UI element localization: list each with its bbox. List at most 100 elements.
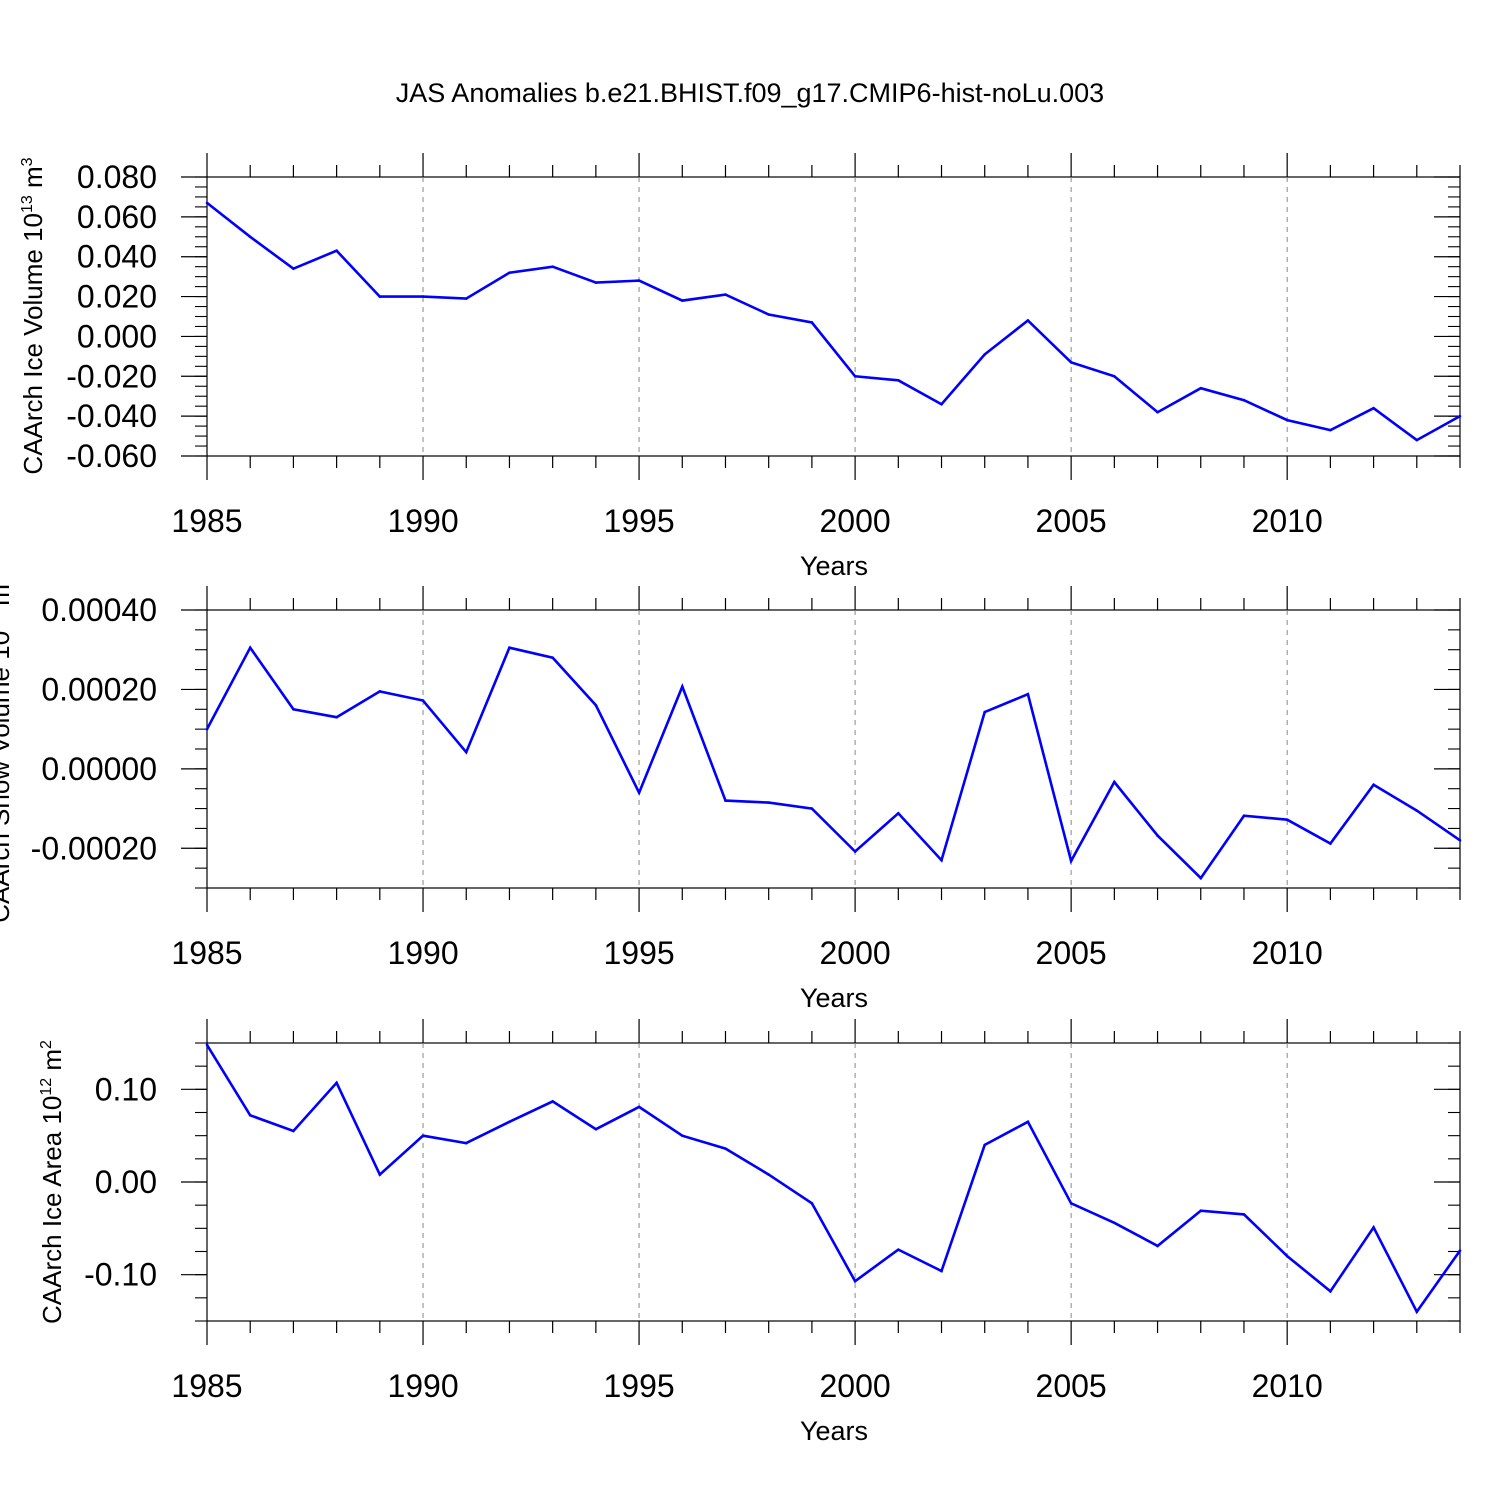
data-point	[1026, 692, 1030, 696]
data-point	[248, 1113, 252, 1117]
data-point	[1458, 1249, 1462, 1252]
x-tick-label: 2000	[820, 1368, 891, 1404]
data-point	[1372, 1226, 1375, 1229]
data-point	[1199, 876, 1203, 880]
y-tick-label: 0.040	[77, 239, 157, 275]
data-point	[205, 1043, 209, 1047]
data-point	[680, 1134, 684, 1137]
data-point	[1458, 839, 1462, 842]
series-line	[205, 645, 1461, 881]
data-point	[853, 850, 857, 853]
data-point	[292, 1129, 295, 1133]
data-point	[897, 378, 900, 382]
data-point	[421, 295, 425, 298]
y-tick-label: 0.00040	[41, 592, 157, 628]
x-tick-label: 2010	[1252, 1368, 1323, 1404]
y-tick-label: 0.060	[77, 199, 157, 235]
data-point	[767, 801, 770, 804]
x-tick-label: 1985	[171, 503, 242, 539]
data-point	[464, 297, 468, 300]
y-tick-label: -0.040	[66, 398, 157, 434]
y-tick-label: 0.00000	[41, 751, 157, 787]
data-point	[724, 1147, 727, 1150]
data-point	[810, 807, 814, 810]
x-tick-label: 1990	[387, 503, 458, 539]
data-point	[983, 1143, 987, 1147]
data-point	[853, 1279, 857, 1283]
plot-frame	[206, 1042, 1461, 1322]
data-point	[508, 646, 511, 650]
data-point	[1458, 414, 1462, 418]
data-point	[983, 710, 987, 714]
series-line	[206, 201, 1461, 442]
data-point	[1156, 834, 1159, 837]
data-point	[853, 374, 857, 378]
data-point	[940, 858, 943, 862]
data-point	[594, 281, 598, 284]
data-point	[421, 699, 425, 702]
data-point	[1113, 374, 1116, 378]
data-point	[1199, 1209, 1203, 1213]
data-point	[1285, 818, 1289, 821]
data-point	[680, 685, 684, 688]
data-point	[205, 201, 209, 205]
data-point	[292, 267, 295, 270]
y-axis-label: CAArch Ice Volume 1013 m3	[18, 157, 48, 474]
data-point	[1329, 1290, 1332, 1293]
data-point	[1026, 1120, 1030, 1124]
data-point	[551, 265, 554, 268]
data-point	[897, 812, 900, 815]
data-point	[1069, 361, 1073, 364]
y-tick-label: -0.10	[84, 1257, 157, 1293]
x-tick-label: 1995	[603, 503, 674, 539]
data-point	[637, 1105, 641, 1109]
data-point	[1415, 438, 1419, 442]
plot-frame	[206, 609, 1461, 889]
data-point	[335, 249, 338, 253]
x-tick-label: 1990	[387, 935, 458, 971]
data-point	[378, 1173, 382, 1176]
x-tick-label: 1985	[171, 935, 242, 971]
data-point	[1329, 842, 1332, 845]
data-point	[551, 1100, 554, 1103]
data-point	[767, 313, 770, 316]
series-line	[205, 1044, 1462, 1315]
data-point	[1026, 319, 1030, 322]
data-point	[1156, 410, 1159, 414]
data-point	[767, 1173, 770, 1176]
data-point	[551, 656, 554, 659]
chart-title: JAS Anomalies b.e21.BHIST.f09_g17.CMIP6-…	[395, 78, 1105, 108]
data-point	[421, 1134, 425, 1137]
data-point	[940, 402, 943, 406]
x-tick-label: 2005	[1036, 1368, 1107, 1404]
data-point	[1415, 809, 1419, 812]
x-tick-label: 2005	[1036, 503, 1107, 539]
data-point	[940, 1269, 943, 1273]
data-point	[378, 295, 382, 298]
x-tick-label: 1985	[171, 1368, 242, 1404]
data-point	[335, 1081, 338, 1085]
x-axis-label: Years	[800, 1416, 868, 1446]
data-point	[378, 690, 382, 693]
data-point	[983, 353, 987, 356]
y-axis-label: CAArch Ice Area 1012 m2	[37, 1040, 67, 1324]
y-tick-label: 0.080	[77, 159, 157, 195]
data-point	[508, 271, 511, 274]
data-point	[724, 293, 727, 296]
y-tick-label: -0.00020	[31, 830, 157, 866]
data-point	[594, 1127, 598, 1131]
y-tick-label: 0.00020	[41, 671, 157, 707]
data-point	[724, 799, 727, 802]
y-axis-label: CAArch Snow Volume 1013 m3	[0, 575, 15, 923]
data-point	[637, 279, 641, 282]
data-point	[594, 704, 598, 707]
x-tick-label: 1995	[603, 1368, 674, 1404]
y-tick-label: 0.020	[77, 279, 157, 315]
data-point	[508, 1120, 511, 1124]
data-point	[680, 299, 684, 302]
x-tick-label: 2010	[1252, 503, 1323, 539]
data-point	[1242, 814, 1246, 818]
data-point	[1285, 1254, 1289, 1258]
data-point	[1329, 428, 1332, 432]
y-tick-label: 0.000	[77, 318, 157, 354]
